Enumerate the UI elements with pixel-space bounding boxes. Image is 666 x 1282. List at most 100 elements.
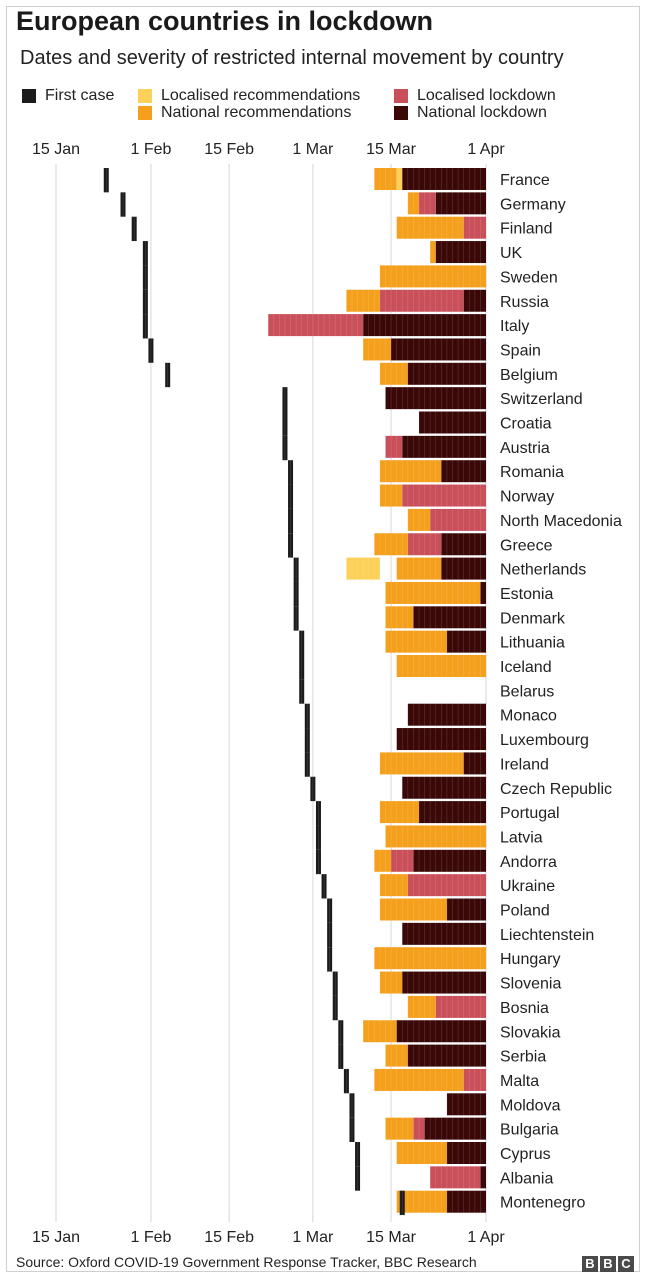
bar-segment-local-lock	[463, 216, 486, 239]
bar-segment-national-rec	[396, 655, 486, 677]
country-label: Slovenia	[500, 976, 561, 993]
bar-segment-national-lock	[446, 898, 486, 921]
x-tick-label: 1 Apr	[467, 141, 505, 158]
source-note: Source: Oxford COVID-19 Government Respo…	[16, 1254, 477, 1270]
country-label: Montenegro	[500, 1195, 585, 1212]
bar-segment-national-rec	[374, 947, 486, 970]
country-label: Serbia	[500, 1049, 546, 1066]
bar-segment-national-lock	[413, 849, 486, 872]
country-label: Luxembourg	[500, 732, 589, 749]
country-label: Spain	[500, 342, 541, 359]
bar-segment-national-lock	[446, 630, 486, 653]
first-case-marker	[332, 995, 338, 1021]
legend-swatch-localised-recommendations	[138, 89, 152, 103]
bar-segment-national-rec	[407, 508, 431, 531]
first-case-marker	[131, 216, 137, 242]
country-label: Netherlands	[500, 562, 586, 579]
bar-segment-national-lock	[413, 606, 486, 629]
bar-segment-national-rec	[396, 1142, 447, 1164]
first-case-marker	[315, 825, 321, 850]
country-label: Malta	[500, 1073, 539, 1090]
legend-item-first-case: First case	[22, 87, 114, 105]
first-case-marker	[343, 1068, 349, 1094]
bar-segment-national-lock	[446, 1093, 486, 1116]
country-label: Iceland	[500, 659, 552, 676]
first-case-marker	[327, 947, 333, 972]
bar-segment-national-lock	[418, 411, 486, 434]
bar-segment-national-lock	[402, 971, 486, 994]
legend-label-national-lockdown: National lockdown	[417, 104, 547, 121]
bar-segment-local-lock	[402, 484, 486, 507]
legend-label-first-case: First case	[45, 87, 115, 104]
first-case-marker	[310, 776, 316, 802]
x-tick-label: 1 Mar	[292, 1229, 334, 1246]
first-case-marker	[142, 241, 148, 266]
bar-segment-local-lock	[385, 435, 403, 458]
first-case-marker	[148, 338, 154, 363]
legend-swatch-first-case	[22, 89, 36, 103]
first-case-marker	[399, 1190, 405, 1216]
legend-swatch-national-lockdown	[394, 106, 408, 120]
bbc-logo-letter: C	[618, 1256, 634, 1272]
country-label: Romania	[500, 464, 564, 481]
first-case-marker	[355, 1166, 361, 1191]
x-tick-label: 1 Feb	[130, 1229, 171, 1246]
bar-segment-local-lock	[407, 874, 486, 897]
bbc-logo-letter: B	[600, 1256, 616, 1272]
country-label: Bulgaria	[500, 1122, 559, 1139]
first-case-marker	[332, 971, 338, 996]
bar-segment-national-lock	[402, 922, 486, 945]
country-label: Hungary	[500, 951, 560, 968]
bar-segment-local-rec	[346, 557, 380, 580]
bar-segment-national-lock	[363, 314, 486, 337]
country-label: Sweden	[500, 269, 558, 286]
bar-segment-national-rec	[379, 752, 464, 775]
bar-segment-local-rec	[396, 168, 403, 190]
country-label: Latvia	[500, 829, 543, 846]
legend-item-localised-lockdown: Localised lockdown	[394, 87, 556, 105]
bar-segment-national-rec	[407, 995, 436, 1018]
bar-segment-national-rec	[379, 484, 403, 507]
bar-segment-national-lock	[435, 192, 486, 215]
legend-item-national-recommendations: National recommendations	[138, 104, 351, 122]
bar-segment-national-rec	[430, 241, 436, 264]
country-label: Andorra	[500, 854, 557, 871]
first-case-marker	[293, 557, 299, 582]
first-case-marker	[338, 1020, 344, 1045]
bar-segment-national-rec	[379, 801, 419, 824]
bar-segment-national-lock	[441, 557, 486, 580]
country-label: Czech Republic	[500, 781, 612, 798]
bar-segment-national-lock	[407, 1044, 486, 1067]
bar-segment-local-lock	[407, 533, 442, 556]
country-label: Lithuania	[500, 635, 565, 652]
x-tick-label: 15 Feb	[204, 1229, 254, 1246]
bar-segment-national-rec	[374, 168, 397, 190]
x-tick-label: 1 Feb	[130, 141, 171, 158]
bar-segment-national-lock	[407, 362, 486, 385]
first-case-marker	[142, 265, 148, 290]
bar-segment-national-rec	[385, 581, 481, 604]
bar-segment-national-lock	[418, 801, 486, 824]
country-label: Belgium	[500, 367, 558, 384]
bar-segment-national-rec	[374, 1068, 464, 1091]
bar-segment-national-rec	[379, 265, 486, 288]
bar-segment-national-rec	[396, 1190, 447, 1213]
first-case-marker	[349, 1093, 355, 1118]
country-label: Estonia	[500, 586, 553, 603]
bar-segment-national-rec	[363, 1020, 397, 1043]
country-label: Denmark	[500, 610, 566, 627]
bar-segment-national-rec	[385, 1044, 408, 1067]
bar-segment-national-rec	[385, 1117, 414, 1140]
country-label: Austria	[500, 440, 550, 457]
first-case-marker	[282, 435, 288, 461]
country-label: Switzerland	[500, 391, 583, 408]
bar-segment-national-rec	[385, 630, 447, 653]
bar-segment-national-lock	[463, 752, 486, 775]
country-label: UK	[500, 245, 523, 262]
first-case-marker	[288, 508, 294, 534]
country-label: Ukraine	[500, 878, 555, 895]
bar-segment-national-rec	[346, 289, 380, 312]
x-tick-label: 1 Mar	[292, 141, 334, 158]
bar-segment-national-lock	[396, 1020, 486, 1043]
bar-segment-national-rec	[396, 216, 464, 239]
